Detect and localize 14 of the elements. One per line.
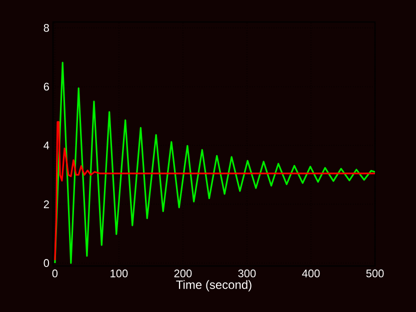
x-tick-label: 400 — [302, 270, 320, 278]
x-tick-label: 300 — [238, 270, 256, 278]
y-tick-label: 0 — [44, 259, 50, 267]
y-tick-label: 6 — [44, 82, 49, 91]
y-tick-label: 2 — [44, 200, 49, 208]
x-tick-label: 200 — [174, 270, 192, 278]
x-tick-label: 100 — [110, 270, 128, 278]
y-tick-label: 4 — [44, 142, 50, 150]
x-tick-label: 0 — [52, 270, 58, 278]
line-series — [54, 62, 375, 264]
line-series — [54, 121, 375, 261]
y-tick-label: 8 — [44, 24, 49, 32]
x-tick-label: 500 — [366, 270, 384, 278]
x-axis-title: Time (second) — [176, 280, 252, 292]
